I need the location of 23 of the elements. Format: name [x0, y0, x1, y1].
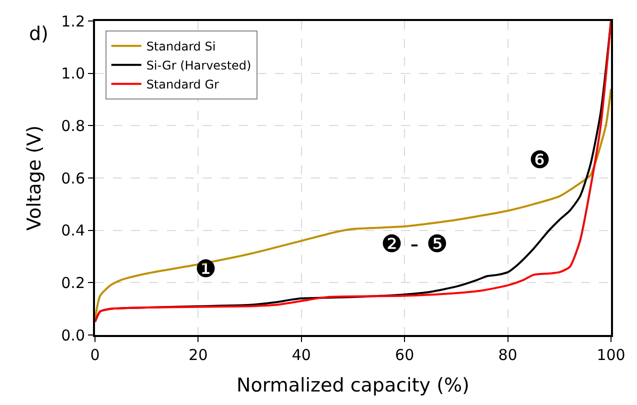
annotation: ❻	[529, 146, 551, 174]
legend-label: Standard Gr	[146, 78, 220, 92]
annotation: ❷ - ❺	[381, 230, 448, 258]
y-tick-label: 0.4	[61, 222, 85, 240]
legend-label: Standard Si	[146, 40, 216, 54]
x-tick-label: 80	[498, 346, 518, 364]
y-tick-label: 1.0	[61, 64, 85, 83]
y-tick-label: 0.6	[61, 169, 85, 188]
legend-label: Si-Gr (Harvested)	[146, 58, 252, 73]
y-axis-title: Voltage (V)	[23, 125, 46, 231]
x-tick-label: 20	[188, 346, 208, 364]
line-series	[95, 88, 611, 320]
annotation: ❶	[195, 255, 217, 283]
y-tick-label: 0.8	[61, 116, 85, 135]
text: d)	[29, 23, 48, 45]
x-tick-label: 100	[596, 346, 626, 364]
x-tick-label: 60	[395, 346, 414, 364]
y-tick-label: 0.0	[61, 326, 85, 344]
y-tick-label: 1.2	[61, 12, 85, 30]
x-tick-label: 40	[292, 346, 311, 364]
y-tick-label: 0.2	[61, 274, 85, 292]
x-tick-label: 0	[90, 346, 100, 364]
x-axis-title: Normalized capacity (%)	[236, 374, 470, 396]
